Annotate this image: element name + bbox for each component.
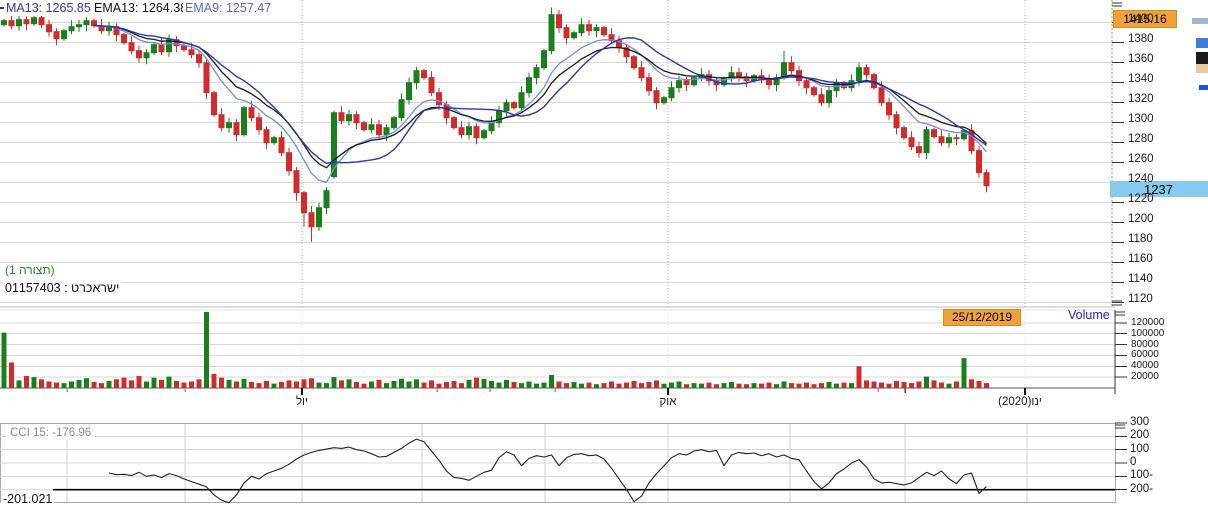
cci-tick-label: 100- bbox=[1130, 469, 1154, 482]
volume-pane-title: Volume bbox=[1068, 308, 1110, 322]
volume-tick-label: 80000 bbox=[1131, 338, 1159, 350]
price-tick-label: 1140 bbox=[1128, 273, 1153, 286]
cci-tick-label: 300 bbox=[1130, 416, 1150, 429]
volume-tick-label: 120000 bbox=[1131, 316, 1165, 328]
price-tick-label: 1160 bbox=[1128, 253, 1153, 266]
price-pane[interactable] bbox=[1, 7, 990, 242]
volume-tick-label: 60000 bbox=[1131, 349, 1159, 361]
cci-tick-label: 0 bbox=[1130, 456, 1137, 468]
cci-tick-label: 200 bbox=[1130, 429, 1150, 442]
xaxis-month-label: ינו(2020) bbox=[998, 396, 1042, 408]
right-edge-artifact bbox=[1196, 52, 1208, 64]
price-tick-label: 1280 bbox=[1128, 133, 1154, 146]
last-price-value: 1237 bbox=[1144, 182, 1173, 197]
volume-pane[interactable] bbox=[1, 311, 990, 388]
cci-tick-label: 200- bbox=[1130, 482, 1154, 495]
cci-threshold-label: -201.021 bbox=[1, 492, 55, 507]
axes bbox=[0, 0, 1127, 491]
cci-tick-label: 100 bbox=[1130, 442, 1150, 455]
right-edge-artifact bbox=[1196, 38, 1208, 48]
price-tick-label: 1200 bbox=[1128, 213, 1154, 226]
volume-tick-label: 40000 bbox=[1131, 360, 1159, 372]
price-tick-label: 1360 bbox=[1128, 53, 1154, 66]
price-tick-label: 1400 bbox=[1128, 13, 1154, 26]
cursor-date-tag: 25/12/2019 bbox=[943, 309, 1021, 326]
legend-ema9: EMA9: 1257.47 bbox=[183, 1, 274, 16]
price-tick-label: 1220 bbox=[1128, 193, 1154, 206]
last-price-tag: 1237 bbox=[1110, 181, 1208, 197]
xaxis-month-label: יול bbox=[295, 396, 309, 408]
price-tick-label: 1380 bbox=[1128, 33, 1154, 46]
right-edge-artifact bbox=[1199, 85, 1208, 90]
cci-indicator-label: CCI 15: -176.96 bbox=[7, 427, 95, 440]
legend-ema13: EMA13: 1264.38 bbox=[92, 1, 190, 16]
price-tick-label: 1180 bbox=[1128, 233, 1153, 246]
configuration-label: (תצורה 1) bbox=[3, 263, 57, 278]
cci-pane[interactable] bbox=[53, 438, 1115, 504]
price-tick-label: 1300 bbox=[1128, 113, 1154, 126]
price-tick-label: 1260 bbox=[1128, 153, 1154, 166]
price-tick-label: 1240 bbox=[1128, 173, 1154, 186]
price-tick-label: 1340 bbox=[1128, 73, 1154, 86]
right-edge-artifact bbox=[1196, 64, 1208, 73]
period-high-tag: 1415.16 bbox=[1113, 10, 1177, 28]
price-tick-label: 1320 bbox=[1128, 93, 1154, 106]
right-edge-artifact bbox=[1192, 18, 1208, 24]
volume-tick-label: 20000 bbox=[1131, 371, 1159, 383]
price-tick-label: 1120 bbox=[1128, 293, 1153, 306]
volume-tick-label: 100000 bbox=[1131, 327, 1165, 339]
instrument-label: ישראכרט : 01157403 bbox=[3, 281, 122, 296]
gridlines bbox=[0, 0, 1116, 503]
xaxis-month-label: אוק bbox=[659, 396, 677, 408]
legend-ma13: MA13: 1265.85 bbox=[4, 1, 93, 16]
